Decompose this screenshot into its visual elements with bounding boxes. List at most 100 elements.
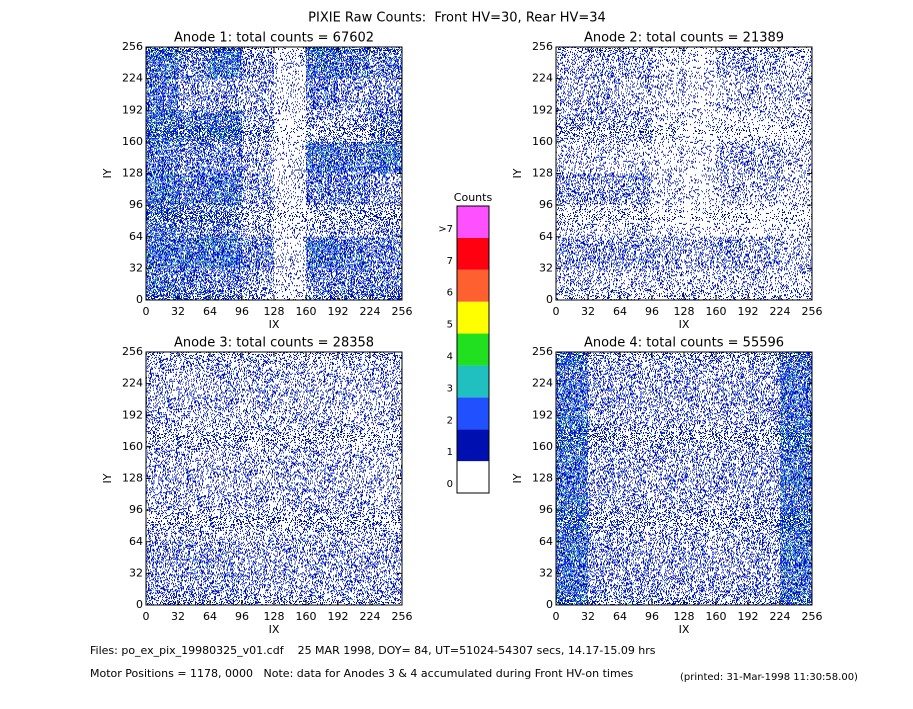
heatmap-cell xyxy=(780,510,812,542)
count-pixels xyxy=(780,510,812,542)
count-pixels xyxy=(160,296,161,297)
count-pixels xyxy=(716,110,748,142)
y-tick-label: 224 xyxy=(122,72,143,85)
count-pixels xyxy=(210,511,242,541)
figure-title: PIXIE Raw Counts: Front HV=30, Rear HV=3… xyxy=(308,11,606,26)
heatmap-cell xyxy=(556,78,588,111)
count-pixels xyxy=(720,546,748,572)
heatmap-cell xyxy=(556,573,588,605)
heatmap-cell xyxy=(716,141,748,174)
count-pixels xyxy=(385,364,386,366)
y-tick-label: 160 xyxy=(532,135,553,148)
count-pixels xyxy=(620,236,652,269)
heatmap-cell xyxy=(588,268,620,300)
count-pixels xyxy=(620,268,652,300)
heatmap-cell xyxy=(748,415,780,447)
count-pixels xyxy=(588,573,620,605)
count-pixels xyxy=(771,363,772,365)
heatmap-cell xyxy=(178,47,210,79)
count-pixels xyxy=(276,237,304,269)
count-pixels xyxy=(632,545,633,547)
footer-printed: (printed: 31-Mar-1998 11:30:58.00) xyxy=(680,672,858,683)
heatmap-cell xyxy=(780,110,812,142)
count-pixels xyxy=(780,446,812,478)
count-pixels xyxy=(210,141,242,174)
count-pixels xyxy=(652,510,683,541)
count-pixels xyxy=(742,482,743,484)
heatmap-cell xyxy=(306,446,338,479)
count-pixels xyxy=(146,478,178,511)
heatmap-cell xyxy=(556,446,588,479)
count-pixels xyxy=(716,236,748,269)
count-pixels xyxy=(652,47,684,79)
x-tick-label: 160 xyxy=(706,305,727,318)
count-pixels xyxy=(780,205,812,237)
count-pixels xyxy=(274,383,306,413)
heatmap-cell xyxy=(274,573,306,605)
heatmap-cell xyxy=(588,205,620,237)
x-tick-label: 160 xyxy=(706,610,727,623)
heatmap-cell xyxy=(556,268,588,300)
y-tick-label: 128 xyxy=(122,167,143,180)
count-pixels xyxy=(366,158,369,166)
heatmap-cell xyxy=(780,573,812,605)
count-pixels xyxy=(684,573,716,605)
count-pixels xyxy=(242,78,274,111)
heatmap-cell xyxy=(210,141,242,174)
count-pixels xyxy=(210,268,242,300)
heatmap-cell xyxy=(748,141,780,174)
count-pixels xyxy=(242,141,274,173)
count-pixels xyxy=(210,78,242,111)
y-tick-label: 32 xyxy=(129,261,143,274)
count-pixels xyxy=(794,255,795,257)
count-pixels xyxy=(748,78,780,111)
count-pixels xyxy=(748,268,780,300)
count-pixels xyxy=(691,67,710,75)
count-pixels xyxy=(556,416,588,447)
count-pixels xyxy=(750,417,780,443)
count-pixels xyxy=(379,140,380,142)
count-pixels xyxy=(684,79,716,111)
count-pixels xyxy=(146,268,178,300)
count-pixels xyxy=(306,447,338,479)
count-pixels xyxy=(780,110,812,142)
count-pixels xyxy=(185,469,209,475)
count-pixels xyxy=(306,78,338,111)
y-tick-label: 0 xyxy=(136,293,143,306)
count-pixels xyxy=(556,141,588,174)
count-pixels xyxy=(242,236,274,269)
count-pixels xyxy=(210,478,242,511)
count-pixels xyxy=(716,510,748,542)
count-pixels xyxy=(242,100,243,102)
heatmap-cell xyxy=(620,110,652,142)
heatmap-cell xyxy=(306,205,338,237)
heatmap-cell xyxy=(338,446,370,479)
heatmap-cell xyxy=(748,47,780,79)
count-pixels xyxy=(717,384,747,416)
count-pixels xyxy=(317,137,318,139)
count-pixels xyxy=(370,205,402,237)
heatmap-cell xyxy=(338,510,370,542)
count-pixels xyxy=(233,251,234,253)
count-pixels xyxy=(777,233,778,235)
colorbar-label: 1 xyxy=(447,447,453,458)
heatmap-cell xyxy=(242,383,274,416)
y-tick-label: 192 xyxy=(122,103,143,116)
count-pixels xyxy=(781,573,812,604)
count-pixels xyxy=(746,246,747,248)
count-pixels xyxy=(178,237,210,269)
count-pixels xyxy=(774,544,775,546)
count-pixels xyxy=(242,47,274,79)
count-pixels xyxy=(556,352,588,384)
count-pixels xyxy=(780,478,812,511)
heatmap-cell xyxy=(338,478,370,511)
heatmap-cell xyxy=(370,141,402,174)
count-pixels xyxy=(242,141,274,174)
heatmap-cell xyxy=(178,415,210,447)
count-pixels xyxy=(748,110,780,142)
count-pixels xyxy=(151,214,177,237)
heatmap-cell xyxy=(684,173,716,206)
count-pixels xyxy=(684,541,716,574)
heatmap-cell xyxy=(146,205,178,237)
heatmap-cell xyxy=(210,47,242,79)
